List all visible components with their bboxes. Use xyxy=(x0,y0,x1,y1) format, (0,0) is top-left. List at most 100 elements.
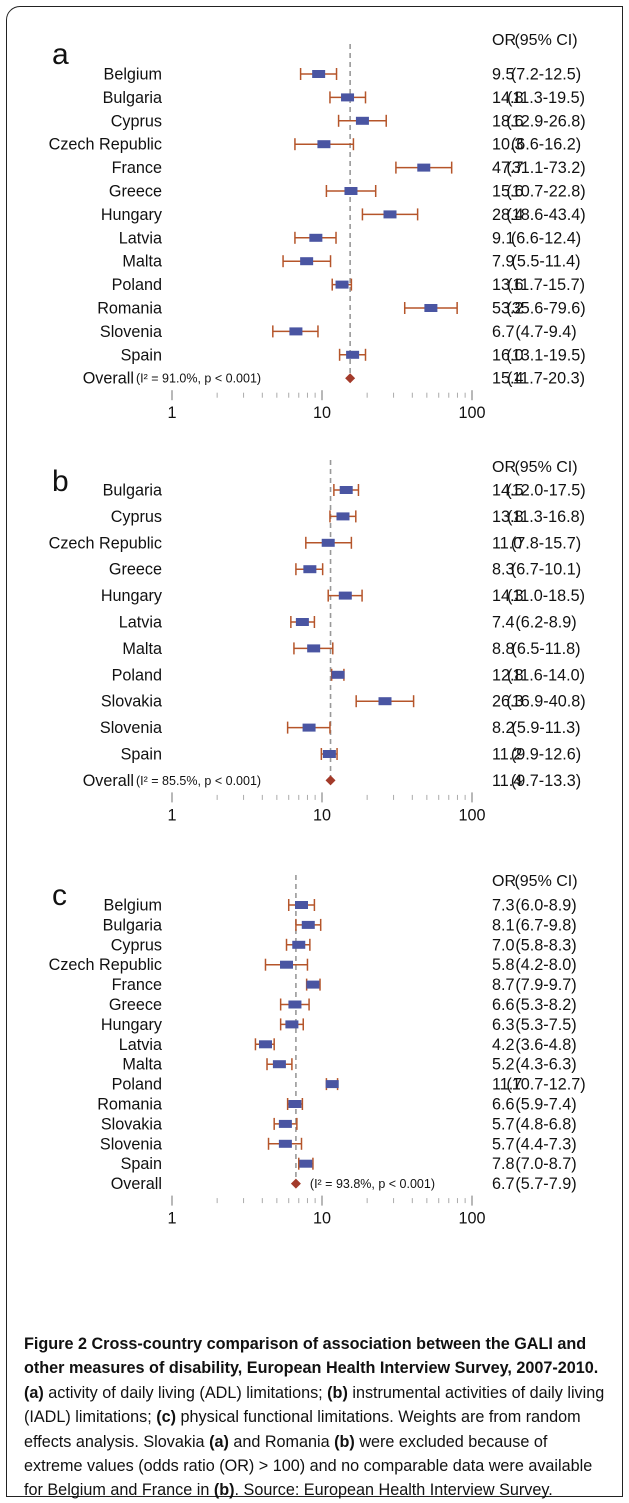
or-value: 5.7 xyxy=(492,1135,515,1153)
or-point-box xyxy=(336,512,350,521)
or-value: 7.0 xyxy=(492,936,515,954)
x-tick-label: 100 xyxy=(458,1210,485,1228)
row-label: France xyxy=(112,159,162,177)
or-point-box xyxy=(295,618,309,626)
or-point-box xyxy=(378,697,392,706)
ci-value: (5.9-7.4) xyxy=(515,1096,576,1114)
or-value: 6.6 xyxy=(492,1096,515,1114)
or-point-box xyxy=(325,1080,339,1089)
overall-or-value: 11.4 xyxy=(492,772,522,790)
ci-value: (6.7-9.8) xyxy=(515,916,576,934)
or-value: 16.0 xyxy=(492,346,524,364)
or-point-box xyxy=(306,980,320,989)
or-value: 11.7 xyxy=(492,1076,522,1094)
or-point-box xyxy=(338,591,352,600)
or-value: 8.2 xyxy=(492,719,515,737)
or-point-box xyxy=(339,486,353,494)
ci-value: (5.3-8.2) xyxy=(515,996,576,1014)
ci-value: (7.8-15.7) xyxy=(511,534,581,552)
or-value: 15.6 xyxy=(492,183,524,201)
row-label: Czech Republic xyxy=(49,136,162,154)
row-label: Slovakia xyxy=(101,1115,162,1133)
or-value: 6.6 xyxy=(492,996,515,1014)
or-point-box xyxy=(309,233,323,242)
or-point-box xyxy=(299,1159,313,1168)
or-value: 12.8 xyxy=(492,666,524,684)
overall-diamond xyxy=(325,775,336,786)
overall-diamond xyxy=(290,1178,301,1189)
ci-value: (5.8-8.3) xyxy=(515,936,576,954)
or-point-box xyxy=(383,210,397,219)
ci-value: (11.3-16.8) xyxy=(507,508,585,526)
or-value: 53.2 xyxy=(492,300,524,318)
ci-value: (6.2-8.9) xyxy=(515,614,576,632)
panel-label: c xyxy=(52,879,67,912)
or-point-box xyxy=(294,901,308,909)
or-point-box xyxy=(292,940,306,949)
or-value: 7.4 xyxy=(492,614,515,632)
ci-column-header: (95% CI) xyxy=(514,32,577,49)
ci-value: (3.6-4.8) xyxy=(515,1036,576,1054)
ci-column-header: (95% CI) xyxy=(514,873,577,890)
or-point-box xyxy=(288,1100,302,1108)
caption-title: Figure 2 Cross-country comparison of ass… xyxy=(24,1335,599,1378)
forest-plots: a OR(95% CI)Belgium 9.5(7.2-12.5)Bulgaria 1… xyxy=(49,32,586,1228)
x-tick-label: 1 xyxy=(167,806,176,824)
ci-value: (10.7-12.7) xyxy=(506,1076,585,1094)
x-tick-label: 1 xyxy=(167,1210,176,1228)
or-point-box xyxy=(317,140,331,149)
row-label: France xyxy=(112,976,162,994)
or-column-header: OR xyxy=(492,459,516,476)
ci-value: (7.2-12.5) xyxy=(511,66,581,84)
or-point-box xyxy=(321,538,335,547)
x-tick-label: 1 xyxy=(167,404,176,422)
or-point-box xyxy=(417,163,431,172)
or-value: 8.7 xyxy=(492,976,515,994)
ci-value: (11.7-15.7) xyxy=(507,276,585,294)
row-label: Malta xyxy=(122,1056,162,1074)
ci-value: (7.0-8.7) xyxy=(515,1155,576,1173)
or-point-box xyxy=(285,1020,299,1029)
row-label: Poland xyxy=(112,666,162,684)
or-point-box xyxy=(272,1060,286,1069)
or-point-box xyxy=(335,280,349,289)
ci-value: (10.7-22.8) xyxy=(506,183,585,201)
row-label: Latvia xyxy=(119,229,162,247)
ci-value: (31.1-73.2) xyxy=(506,159,585,177)
or-value: 6.3 xyxy=(492,1016,515,1034)
x-tick-label: 100 xyxy=(458,404,485,422)
or-point-box xyxy=(355,116,369,125)
figure-caption: Figure 2 Cross-country comparison of ass… xyxy=(24,1332,606,1503)
row-label: Belgium xyxy=(104,897,162,915)
or-value: 7.3 xyxy=(492,897,515,915)
row-label: Cyprus xyxy=(111,112,162,130)
caption-text-b: instrumental activities of daily living … xyxy=(24,1383,605,1427)
or-point-box xyxy=(289,327,303,336)
or-value: 7.8 xyxy=(492,1155,515,1173)
or-value: 14.5 xyxy=(492,482,524,500)
row-label: Romania xyxy=(97,300,162,318)
row-label: Bulgaria xyxy=(103,482,162,500)
row-label: Slovenia xyxy=(100,1135,162,1153)
caption-label-a2: (a) xyxy=(209,1432,229,1451)
or-point-box xyxy=(302,723,316,732)
or-point-box xyxy=(322,750,336,758)
row-label: Belgium xyxy=(104,66,162,84)
or-point-box xyxy=(307,644,321,653)
panel-label: a xyxy=(52,38,69,71)
ci-value: (11.3-19.5) xyxy=(507,89,585,107)
ci-value: (7.9-9.7) xyxy=(515,976,576,994)
caption-label-b3: (b) xyxy=(213,1481,235,1500)
or-value: 9.1 xyxy=(492,229,515,247)
row-label: Cyprus xyxy=(111,936,162,954)
or-point-box xyxy=(312,70,326,78)
row-label: Spain xyxy=(121,746,162,764)
ci-value: (4.3-6.3) xyxy=(515,1056,576,1074)
row-label: Hungary xyxy=(101,587,163,605)
or-point-box xyxy=(331,670,345,679)
caption-text-a: activity of daily living (ADL) limitatio… xyxy=(43,1383,328,1402)
heterogeneity-stat: (I² = 91.0%, p < 0.001) xyxy=(136,372,261,386)
or-value: 11.0 xyxy=(492,534,522,552)
or-value: 8.3 xyxy=(492,561,515,579)
row-label: Poland xyxy=(112,276,162,294)
